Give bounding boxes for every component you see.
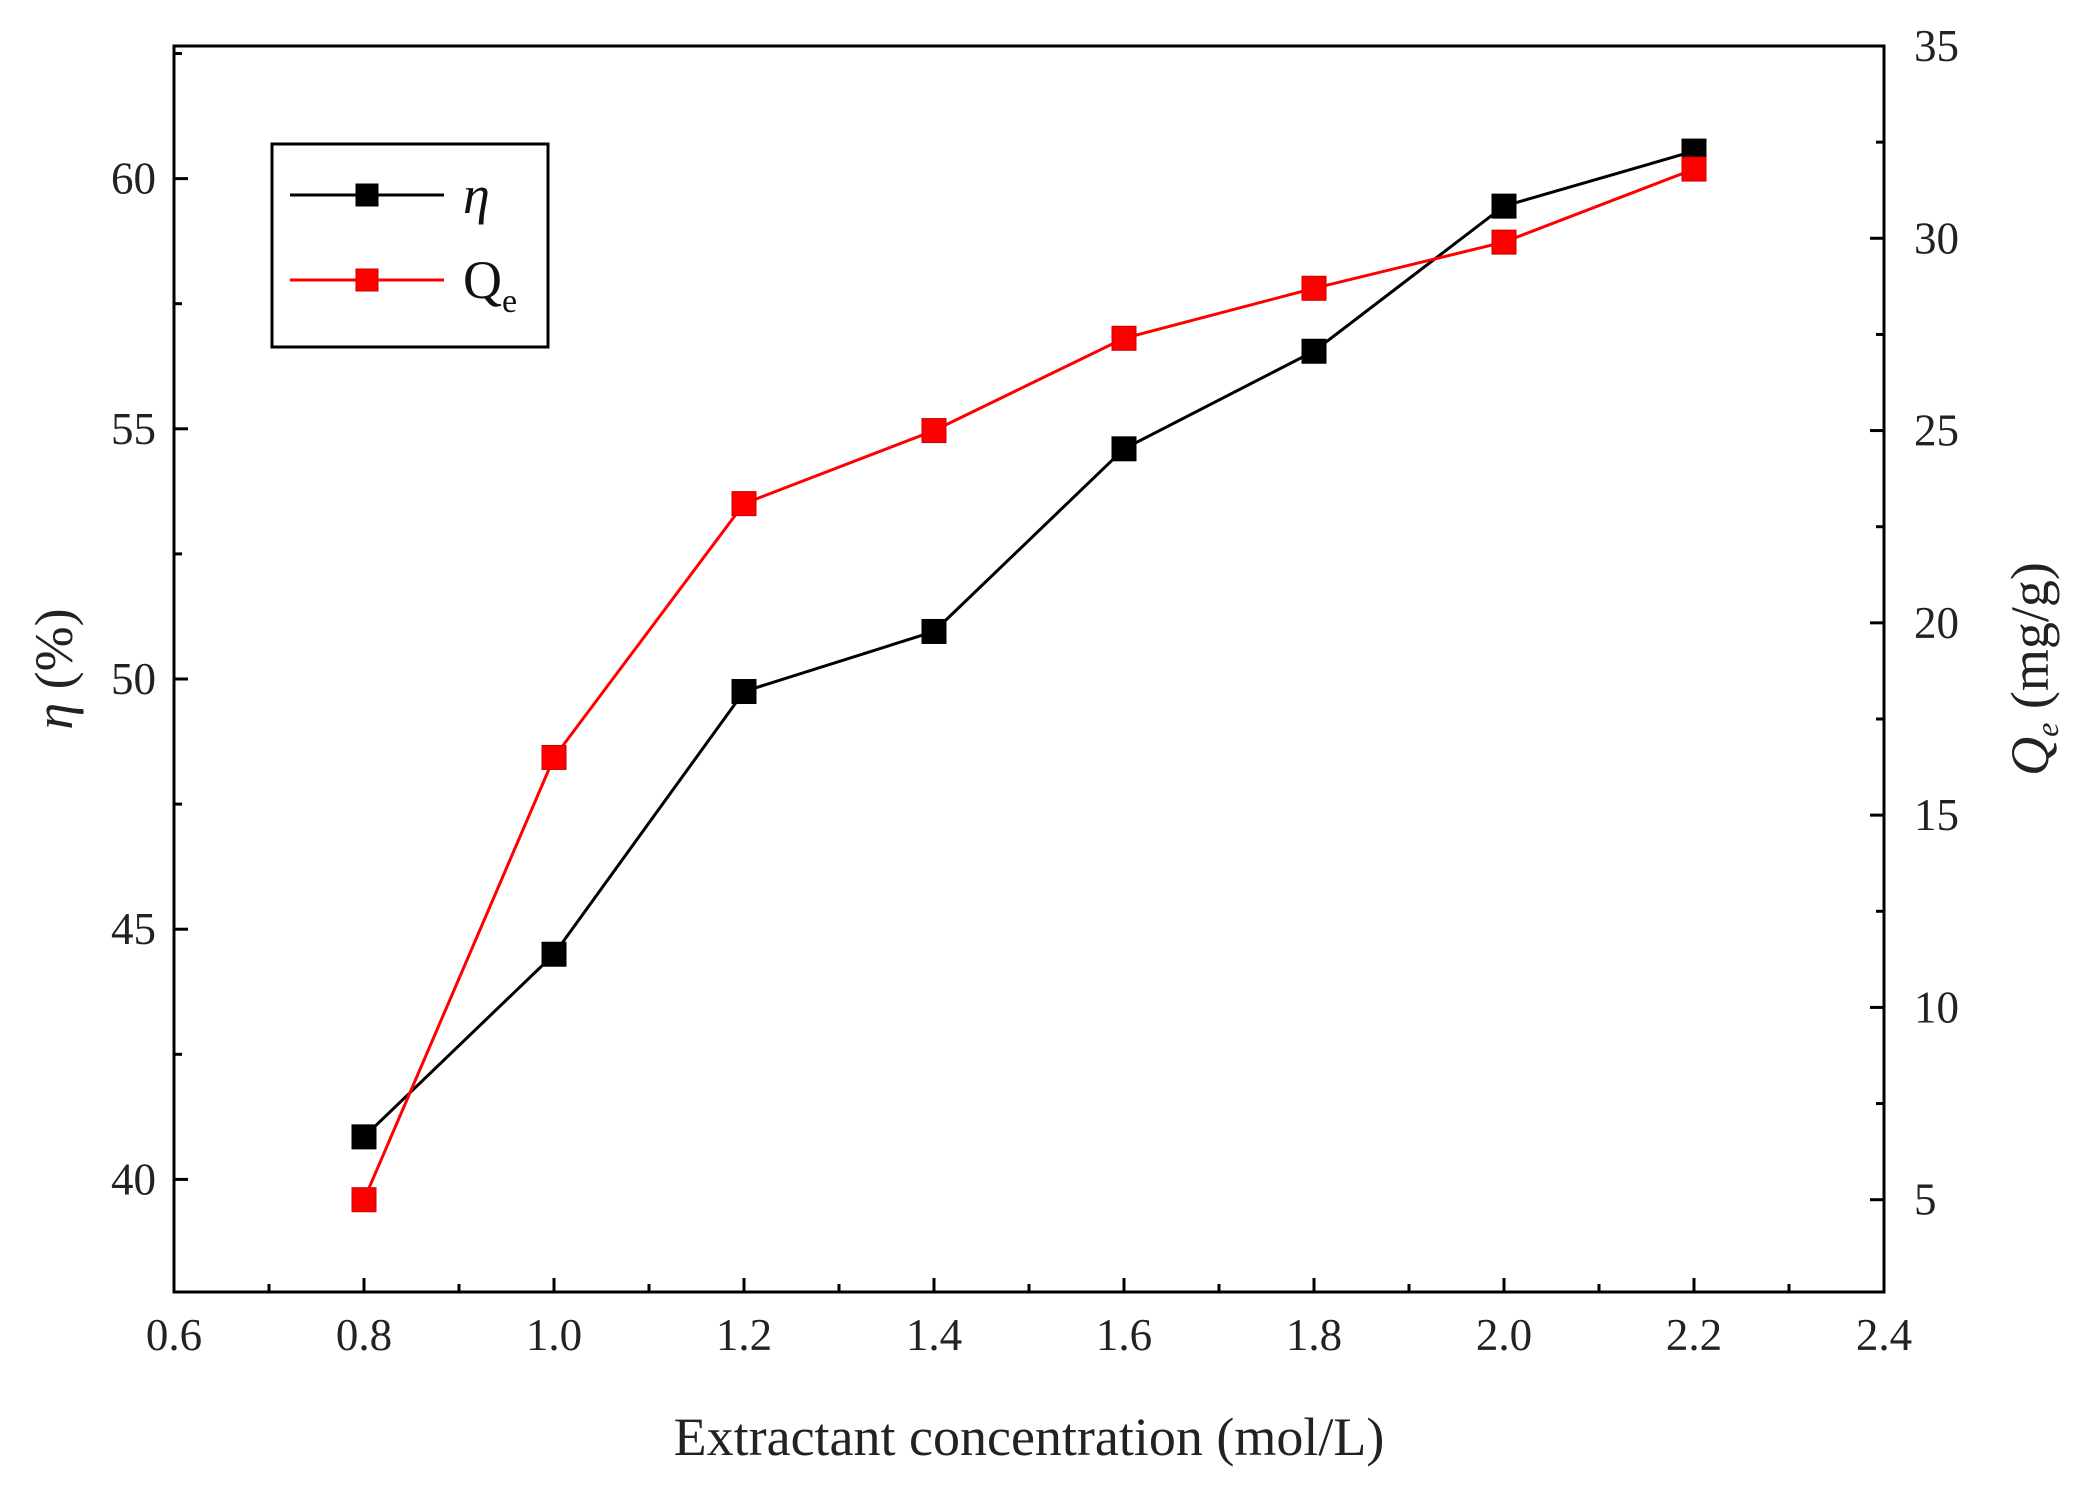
right-y-tick-label: 35 (1914, 21, 1959, 71)
data-point-qe (1301, 275, 1327, 301)
data-point-qe (1111, 325, 1137, 351)
right-y-tick-label: 30 (1914, 213, 1959, 263)
left-y-tick-label: 45 (111, 904, 156, 954)
data-point-eta (351, 1124, 377, 1150)
legend-box (270, 142, 550, 349)
data-point-qe (921, 418, 947, 444)
right-y-axis-title: Qe (mg/g) (2000, 562, 2065, 776)
series-layer (351, 138, 1707, 1213)
right-y-tick-label: 10 (1914, 982, 1959, 1032)
data-point-eta (541, 941, 567, 967)
data-point-eta (1491, 193, 1517, 219)
x-tick-label: 0.8 (336, 1310, 392, 1360)
left-y-tick-label: 50 (111, 654, 156, 704)
data-point-eta (921, 618, 947, 644)
data-point-eta (1111, 436, 1137, 462)
right-y-tick-label: 25 (1914, 406, 1959, 456)
series-line-eta (362, 149, 1695, 1138)
x-tick-label: 1.6 (1096, 1310, 1152, 1360)
data-point-qe (1491, 229, 1517, 255)
data-point-qe (541, 744, 567, 770)
data-point-eta (731, 679, 757, 705)
right-y-tick-label: 20 (1914, 598, 1959, 648)
data-point-qe (731, 491, 757, 517)
x-tick-label: 1.0 (526, 1310, 582, 1360)
right-y-tick-label: 5 (1914, 1175, 1937, 1225)
data-point-eta (1301, 338, 1327, 364)
left-y-tick-label: 55 (111, 404, 156, 454)
series-line-qe (362, 167, 1695, 1201)
legend: η Qe (270, 142, 550, 349)
x-tick-label: 2.2 (1666, 1310, 1722, 1360)
right-y-axis-ticks: 5 10 15 20 25 30 35 (1870, 21, 1959, 1225)
x-tick-label: 1.8 (1286, 1310, 1342, 1360)
x-tick-label: 0.6 (146, 1310, 202, 1360)
x-tick-label: 1.2 (716, 1310, 772, 1360)
x-axis-ticks: 0.6 0.8 1.0 1.2 1.4 1.6 1.8 2.0 2.2 2.4 (146, 1278, 1912, 1360)
right-y-tick-label: 15 (1914, 790, 1959, 840)
data-point-qe (1681, 156, 1707, 182)
legend-qe-marker (355, 268, 379, 292)
left-y-axis-ticks: 40 45 50 55 60 (111, 52, 188, 1204)
legend-eta-label: η (463, 165, 490, 225)
x-tick-label: 1.4 (906, 1310, 962, 1360)
left-y-tick-label: 60 (111, 154, 156, 204)
x-axis-title: Extractant concentration (mol/L) (674, 1407, 1385, 1467)
x-tick-label: 2.0 (1476, 1310, 1532, 1360)
left-y-tick-label: 40 (111, 1154, 156, 1204)
data-point-qe (351, 1187, 377, 1213)
x-tick-label: 2.4 (1856, 1310, 1912, 1360)
legend-qe-label: Qe (463, 250, 517, 320)
left-y-axis-title: η (%) (24, 608, 84, 729)
legend-eta-marker (355, 183, 379, 207)
